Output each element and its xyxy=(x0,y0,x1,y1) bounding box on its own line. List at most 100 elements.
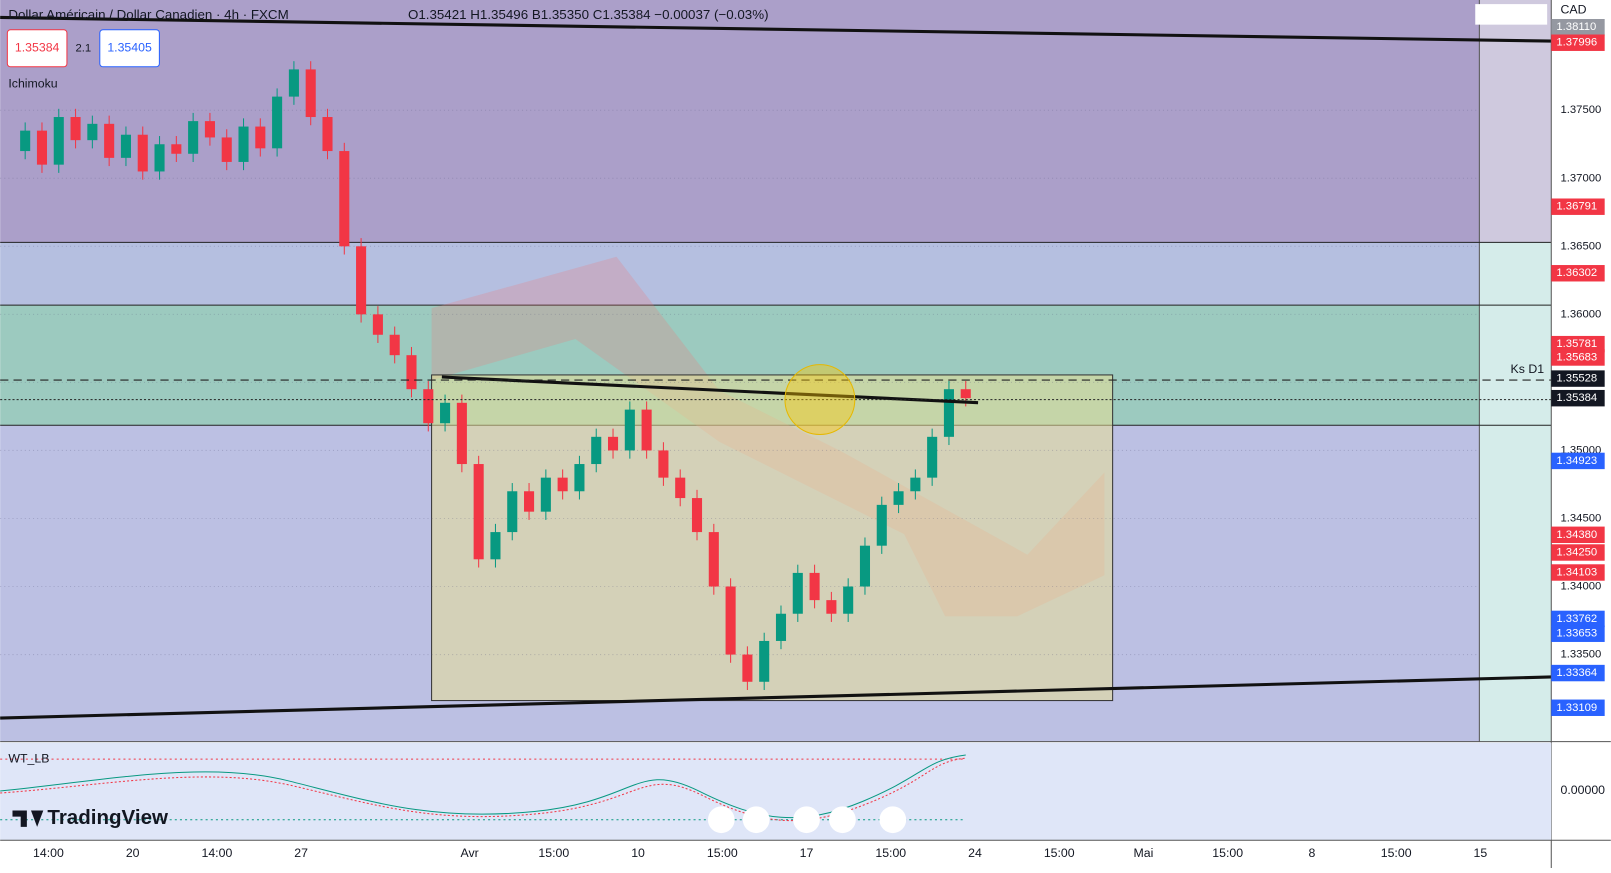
candle xyxy=(759,640,770,682)
y-tick-label: 1.37500 xyxy=(1561,104,1602,116)
candle xyxy=(859,545,871,587)
candle xyxy=(624,409,635,451)
brand-logo xyxy=(12,810,44,827)
range-box xyxy=(431,374,1114,702)
zoom-out[interactable] xyxy=(707,806,735,834)
sell-price[interactable]: 1.35384 xyxy=(15,41,60,55)
price-tag-label: 1.34103 xyxy=(1556,566,1597,578)
y-tick-label: 1.36000 xyxy=(1561,308,1602,320)
candle xyxy=(809,572,820,601)
candle xyxy=(574,464,585,492)
candle xyxy=(171,144,182,154)
x-tick-label: 10 xyxy=(631,846,645,860)
scroll-right[interactable] xyxy=(829,806,856,834)
price-tag-label: 1.38110 xyxy=(1556,21,1596,33)
candle xyxy=(792,572,803,614)
x-tick-label: 14:00 xyxy=(33,846,64,860)
candle xyxy=(440,402,451,424)
candle xyxy=(104,123,115,158)
candle xyxy=(255,126,266,149)
candle xyxy=(221,137,232,162)
symbol: Dollar Américain / Dollar Canadien · 4h … xyxy=(8,7,288,22)
candle xyxy=(53,117,64,165)
candle xyxy=(356,246,367,315)
candle xyxy=(305,69,316,118)
y-tick-label: 1.36500 xyxy=(1561,240,1602,252)
price-tag xyxy=(1551,452,1605,470)
price-tag xyxy=(1551,625,1605,642)
price-tag-label: 1.34923 xyxy=(1556,455,1597,467)
candle xyxy=(137,134,148,172)
price-tag xyxy=(1551,265,1605,282)
ohlc: O1.35421 H1.35496 B1.35350 C1.35384 −0.0… xyxy=(408,7,769,22)
x-tick-label: 15:00 xyxy=(1381,846,1412,860)
spread: 2.1 xyxy=(76,42,92,54)
buy-button[interactable] xyxy=(99,29,160,68)
candle xyxy=(658,450,669,478)
price-tag-label: 1.33109 xyxy=(1556,702,1597,714)
candle xyxy=(322,117,333,152)
candle xyxy=(826,600,837,614)
zoom-in[interactable] xyxy=(742,806,770,834)
candle xyxy=(423,389,434,424)
price-tag-label: 1.33762 xyxy=(1556,613,1597,625)
candle xyxy=(490,532,501,560)
candle xyxy=(339,151,350,247)
candle xyxy=(540,477,551,512)
sell-button[interactable] xyxy=(6,29,68,68)
candle xyxy=(691,498,703,533)
candle xyxy=(238,126,249,162)
x-tick-label: 15:00 xyxy=(538,846,569,860)
pane-controls[interactable] xyxy=(1475,4,1548,25)
y-tick-label: 1.33500 xyxy=(1561,649,1602,661)
x-tick-label: 8 xyxy=(1308,846,1315,860)
scroll-left[interactable] xyxy=(793,806,820,834)
price-tag-label: 1.37996 xyxy=(1556,37,1597,49)
candle xyxy=(591,436,602,465)
x-tick-label: 15:00 xyxy=(707,846,738,860)
candle xyxy=(188,121,199,154)
osc-signal xyxy=(0,757,966,822)
candle xyxy=(87,123,98,141)
y-tick-label: 1.34500 xyxy=(1561,512,1602,524)
candle xyxy=(36,130,48,165)
buy-price[interactable]: 1.35405 xyxy=(107,41,152,55)
oscillator-zero: 0.00000 xyxy=(1561,783,1606,797)
candle xyxy=(204,121,215,138)
time-axis: 14:00 20 14:00 27 Avr 15:00 10 15:00 17 15:00 24 15… xyxy=(33,846,1487,860)
price-axis xyxy=(1551,0,1611,868)
candle xyxy=(473,464,484,560)
zone-upper xyxy=(0,242,1480,306)
price-tag xyxy=(1551,564,1605,581)
price-tag-label: 1.35528 xyxy=(1556,373,1597,385)
plot xyxy=(0,61,1480,690)
candle xyxy=(893,491,904,505)
candle xyxy=(524,491,535,512)
price-tag xyxy=(1551,370,1605,387)
price-tag xyxy=(1551,198,1605,215)
price-tag-label: 1.34250 xyxy=(1556,546,1597,558)
x-tick-label: Mai xyxy=(1134,846,1154,860)
price-tag-label: 1.33364 xyxy=(1556,667,1597,679)
candle xyxy=(557,477,568,492)
reset[interactable] xyxy=(879,806,907,834)
candle xyxy=(943,389,954,437)
candle xyxy=(708,532,719,587)
candle xyxy=(641,409,652,451)
candle xyxy=(288,69,299,97)
price-tag-label: 1.33653 xyxy=(1556,628,1597,640)
candle xyxy=(120,134,131,158)
x-tick-label: 15 xyxy=(1474,846,1488,860)
price-tag-label: 1.35781 xyxy=(1556,338,1597,350)
x-tick-label: 17 xyxy=(800,846,814,860)
candle xyxy=(456,402,467,465)
x-tick-label: Avr xyxy=(460,846,478,860)
nav-buttons[interactable] xyxy=(707,806,907,834)
x-tick-label: 15:00 xyxy=(1044,846,1075,860)
candle xyxy=(372,314,383,335)
price-tag-label: 1.36302 xyxy=(1556,267,1597,279)
candle xyxy=(406,355,417,390)
candle xyxy=(910,477,921,492)
candle xyxy=(843,586,854,614)
